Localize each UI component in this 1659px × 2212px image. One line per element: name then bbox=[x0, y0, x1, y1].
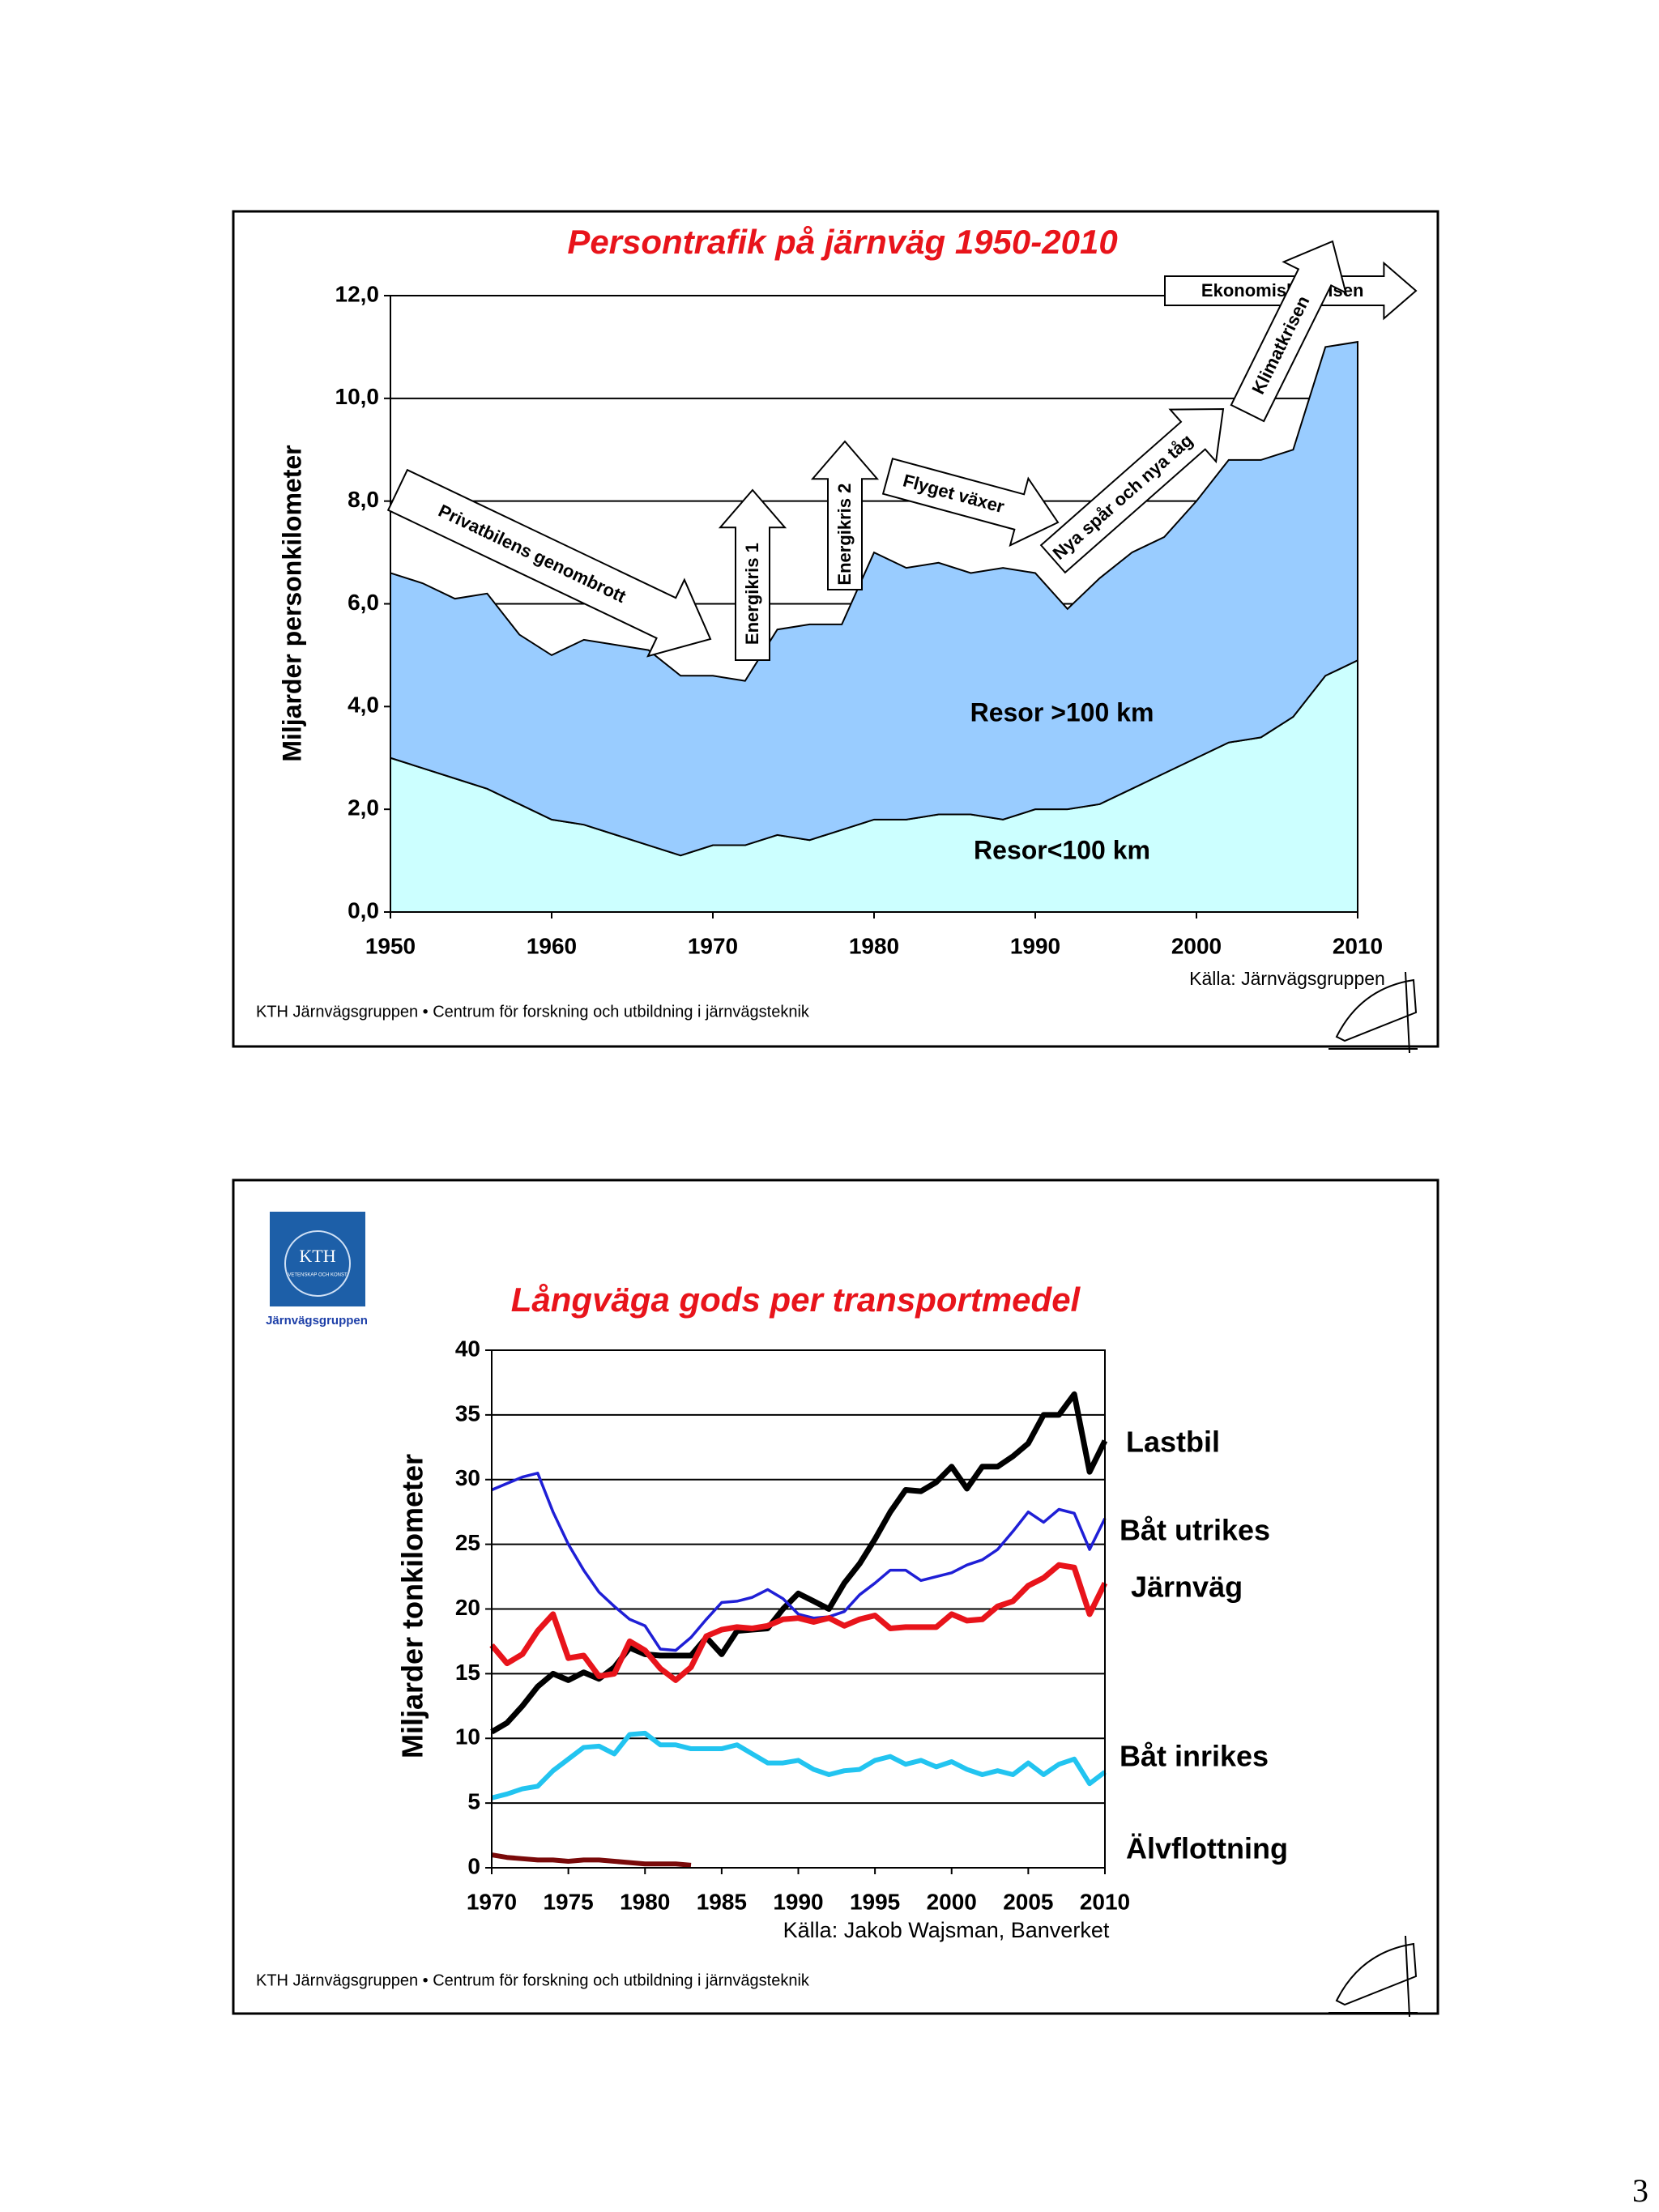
series-label: Lastbil bbox=[1126, 1426, 1220, 1459]
series-label: Järnväg bbox=[1131, 1571, 1243, 1604]
line bbox=[491, 1730, 1107, 1801]
x-tick-label: 1990 bbox=[773, 1889, 823, 1914]
annotation-arrow bbox=[386, 468, 712, 658]
annotation-text: Energikris 2 bbox=[834, 484, 855, 586]
series-label: Resor >100 km bbox=[970, 697, 1154, 727]
series-label: Båt inrikes bbox=[1120, 1740, 1269, 1773]
slide-footer: KTH Järnvägsgruppen • Centrum för forskn… bbox=[256, 1971, 810, 1989]
y-tick-label: 5 bbox=[467, 1789, 480, 1814]
y-axis-label: Miljarder personkilometer bbox=[277, 445, 306, 761]
y-tick-label: 35 bbox=[455, 1400, 480, 1426]
x-tick-label: 2000 bbox=[927, 1889, 977, 1914]
y-tick-label: 2,0 bbox=[348, 795, 379, 820]
x-tick-label: 1980 bbox=[620, 1889, 670, 1914]
train-icon bbox=[1328, 971, 1418, 1054]
annotation-arrow bbox=[810, 440, 880, 590]
annotation: Energikris 2 bbox=[810, 440, 880, 590]
line bbox=[491, 1852, 692, 1868]
y-tick-label: 15 bbox=[455, 1660, 480, 1685]
x-tick-label: 1985 bbox=[697, 1889, 747, 1914]
series-label: Resor<100 km bbox=[974, 835, 1150, 864]
annotation-arrow bbox=[1039, 407, 1225, 574]
y-tick-label: 20 bbox=[455, 1595, 480, 1620]
x-tick-label: 1995 bbox=[850, 1889, 900, 1914]
line bbox=[490, 1391, 1108, 1735]
source-note: Källa: Jakob Wajsman, Banverket bbox=[783, 1918, 1110, 1942]
x-tick-label: 1975 bbox=[543, 1889, 593, 1914]
y-tick-label: 8,0 bbox=[348, 487, 379, 512]
y-tick-label: 10,0 bbox=[335, 384, 380, 409]
logo-group: Järnvägsgruppen bbox=[266, 1314, 368, 1328]
annotation: Energikris 1 bbox=[718, 488, 787, 661]
line bbox=[489, 1562, 1108, 1683]
x-tick-label: 2005 bbox=[1003, 1889, 1053, 1914]
y-tick-label: 25 bbox=[455, 1530, 480, 1555]
y-tick-label: 0 bbox=[467, 1853, 480, 1878]
source-note: Källa: Järnvägsgruppen bbox=[1189, 968, 1385, 989]
y-tick-label: 40 bbox=[455, 1336, 480, 1361]
y-tick-label: 30 bbox=[455, 1465, 480, 1490]
logo-ring bbox=[284, 1230, 351, 1297]
chart: Långväga gods per transportmedel Miljarde… bbox=[256, 1212, 1418, 2018]
x-tick-label: 1960 bbox=[527, 933, 577, 958]
y-tick-label: 6,0 bbox=[348, 590, 379, 615]
slide-footer: KTH Järnvägsgruppen • Centrum för forskn… bbox=[256, 1003, 810, 1021]
y-tick-label: 10 bbox=[455, 1724, 480, 1750]
x-tick-label: 1990 bbox=[1010, 933, 1060, 958]
chart-title: Persontrafik på järnväg 1950-2010 bbox=[567, 223, 1117, 261]
x-tick-label: 1970 bbox=[467, 1889, 517, 1914]
x-tick-label: 1980 bbox=[849, 933, 899, 958]
annotation-text: Energikris 1 bbox=[742, 543, 762, 645]
y-tick-label: 12,0 bbox=[335, 281, 380, 306]
line bbox=[491, 1472, 1107, 1652]
logo-motto: VETENSKAP OCH KONST bbox=[288, 1273, 348, 1278]
area bbox=[390, 340, 1358, 857]
annotation-arrow bbox=[718, 488, 787, 661]
annotation-arrow bbox=[1230, 240, 1347, 423]
logo-name: KTH bbox=[299, 1246, 335, 1266]
page-number: 3 bbox=[1632, 2172, 1648, 2209]
series-label: Båt utrikes bbox=[1120, 1514, 1270, 1547]
y-tick-label: 0,0 bbox=[348, 897, 379, 923]
series-label: Älvflottning bbox=[1126, 1832, 1288, 1865]
x-tick-label: 2010 bbox=[1080, 1889, 1130, 1914]
x-tick-label: 1950 bbox=[365, 933, 416, 958]
x-tick-label: 2000 bbox=[1171, 933, 1222, 958]
annotation-arrow bbox=[881, 458, 1060, 548]
y-axis-label: Miljarder tonkilometer bbox=[396, 1454, 429, 1758]
x-tick-label: 1970 bbox=[688, 933, 738, 958]
chart-title: Långväga gods per transportmedel bbox=[511, 1281, 1081, 1319]
x-tick-label: 2010 bbox=[1333, 933, 1383, 958]
train-icon bbox=[1328, 1935, 1418, 2018]
y-tick-label: 4,0 bbox=[348, 693, 379, 718]
